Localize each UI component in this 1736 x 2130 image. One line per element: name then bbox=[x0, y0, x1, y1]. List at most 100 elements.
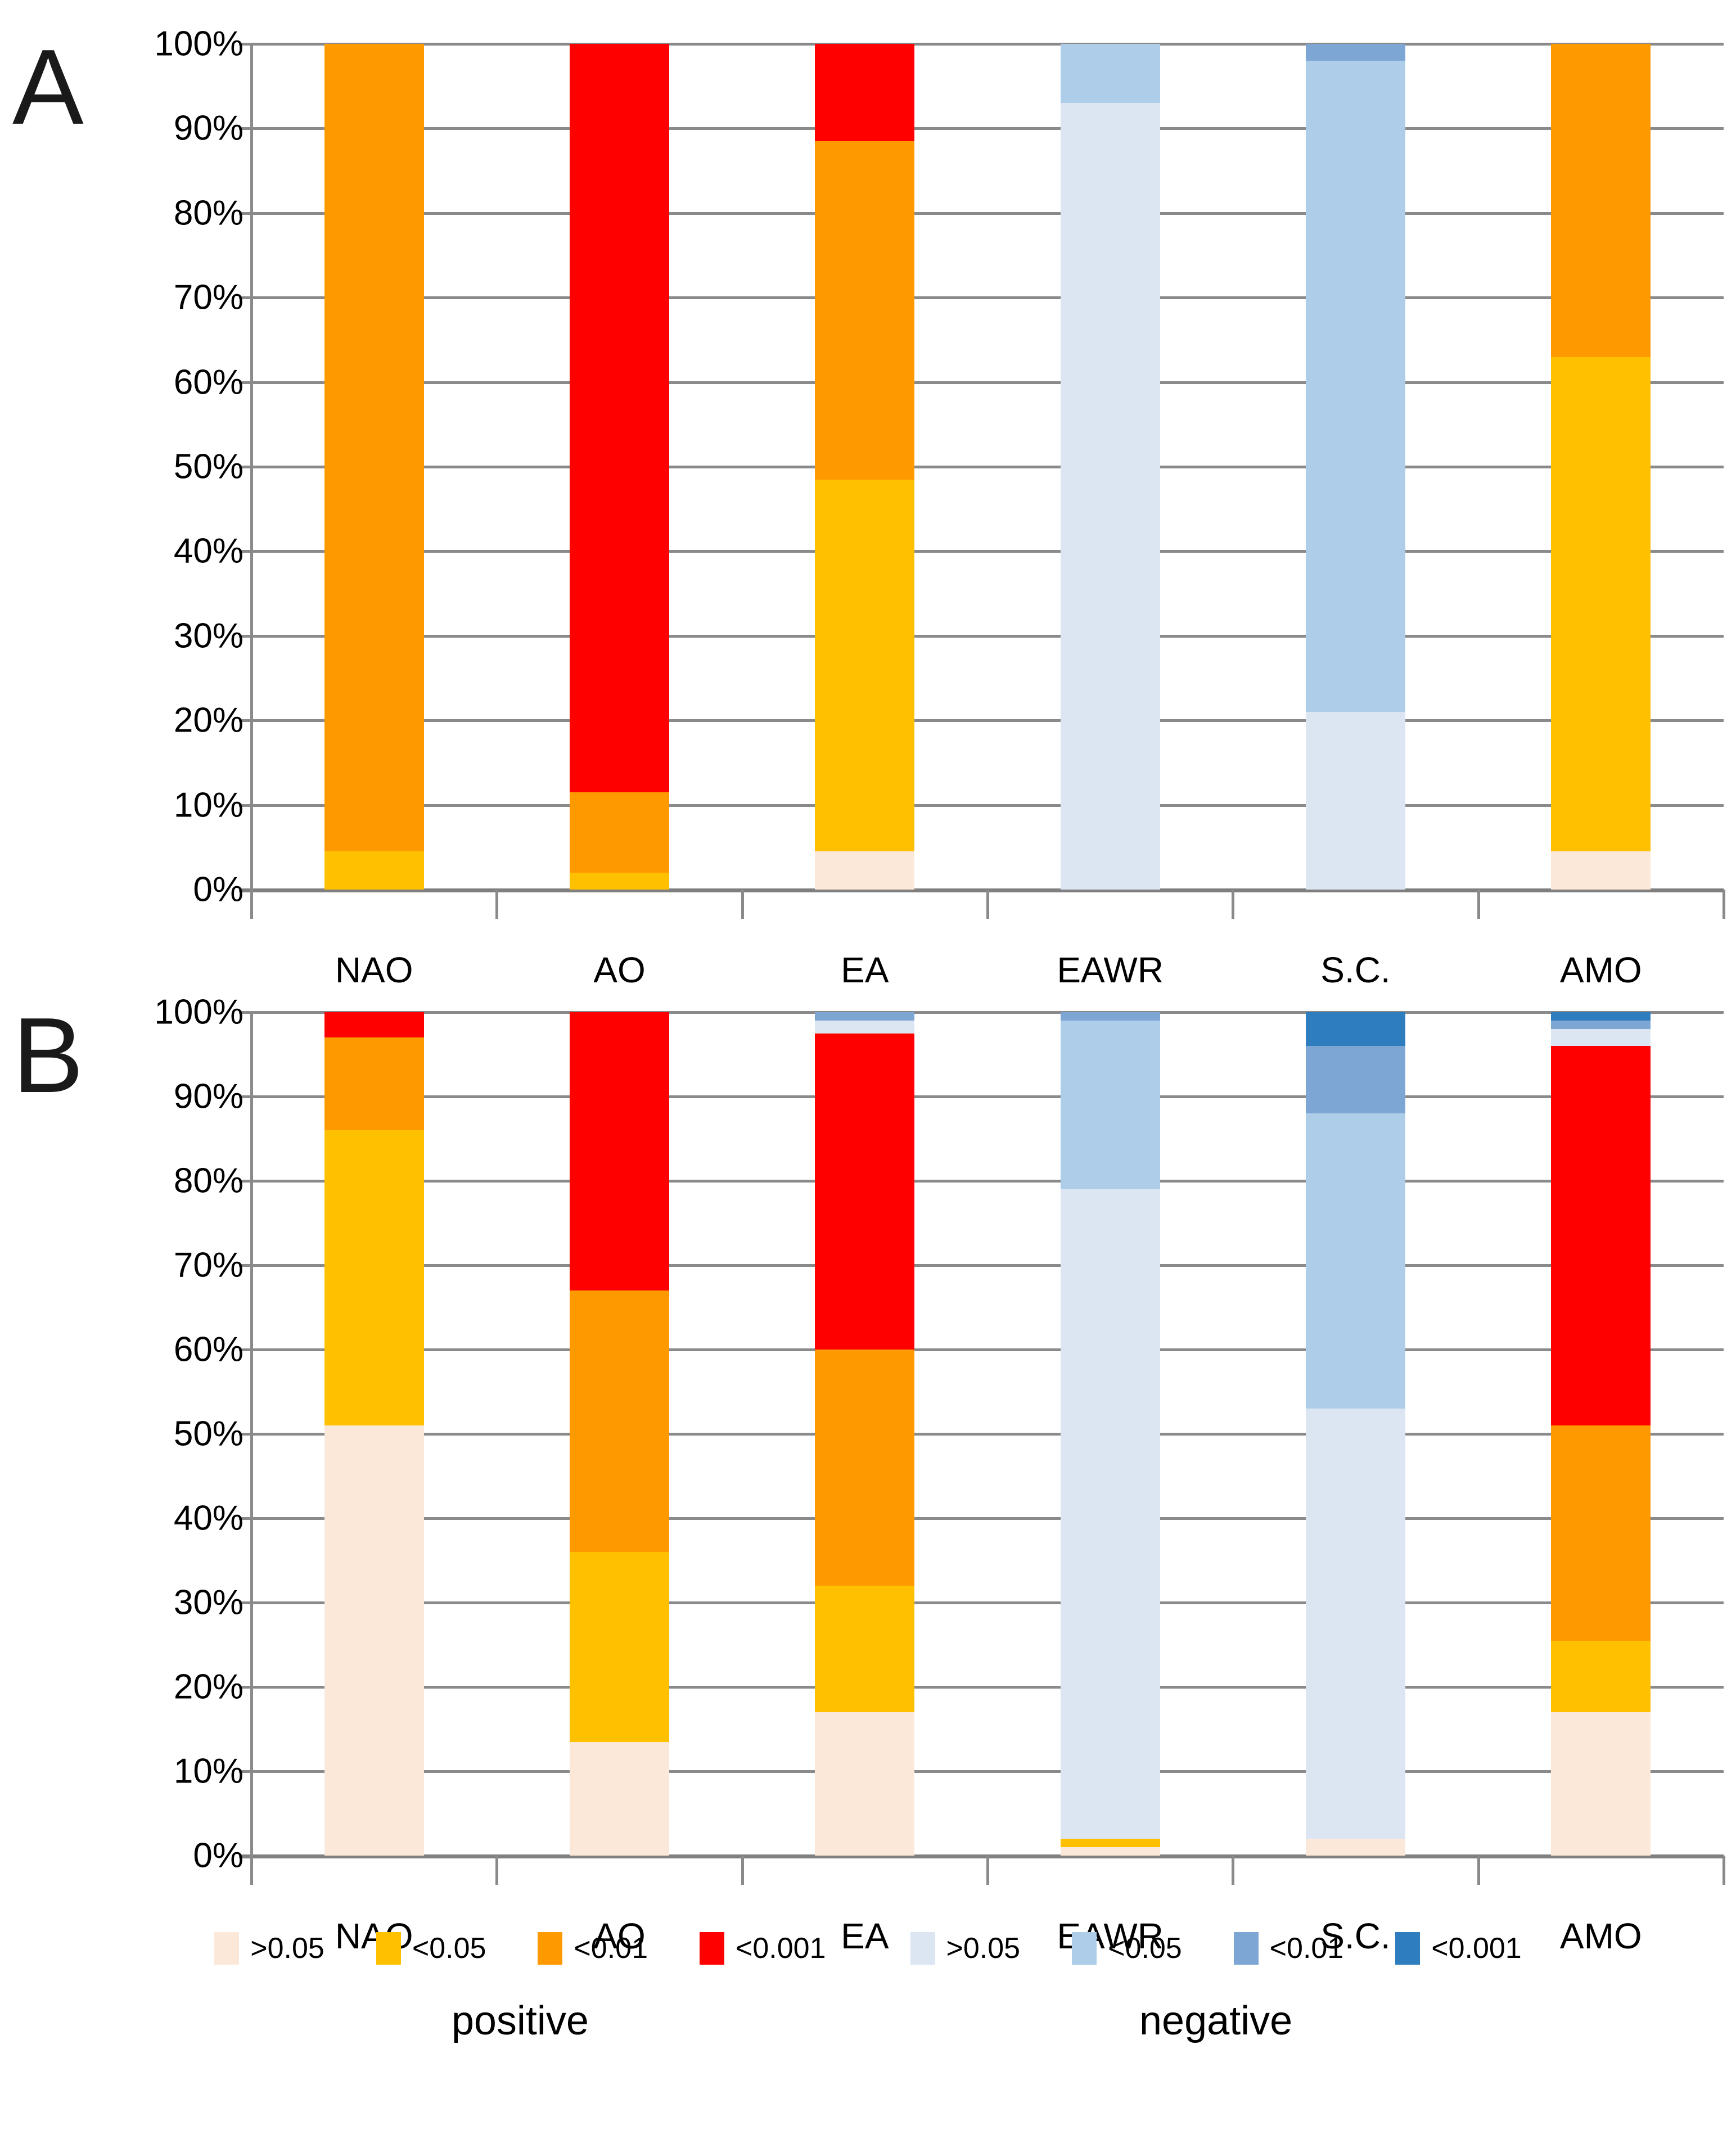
category-slot bbox=[497, 44, 742, 890]
bars bbox=[251, 44, 1724, 890]
x-axis-label: EAWR bbox=[1057, 950, 1164, 990]
x-axis-label: S.C. bbox=[1320, 1916, 1391, 1956]
legend-label: <0.05 bbox=[412, 1932, 486, 1965]
legend-label: <0.001 bbox=[1431, 1932, 1522, 1965]
panel-a: A 0% 10% 20% 30% 40% 50% 60% 70% 80% 90% 100% NAO A… bbox=[0, 25, 1736, 1000]
bar-segment bbox=[1060, 1189, 1160, 1839]
y-axis-tick-label: 80% bbox=[173, 193, 244, 233]
bar-segment bbox=[570, 1290, 669, 1552]
bars bbox=[251, 1012, 1724, 1856]
legend-label: >0.05 bbox=[946, 1932, 1021, 1965]
legend-item: <0.001 bbox=[1395, 1932, 1522, 1965]
bar-segment bbox=[1551, 1046, 1651, 1425]
y-axis-tick-label: 100% bbox=[154, 992, 244, 1032]
y-axis-tick-label: 90% bbox=[173, 109, 244, 148]
panel-b: B 0% 10% 20% 30% 40% 50% 60% 70% 80% 90% 100% NAO A… bbox=[0, 993, 1736, 1968]
gridline bbox=[239, 211, 1724, 215]
x-axis-tick bbox=[741, 890, 744, 919]
x-axis-line bbox=[239, 888, 1724, 892]
y-axis-tick-label: 70% bbox=[173, 278, 244, 317]
legend-label: <0.01 bbox=[1269, 1932, 1344, 1965]
category-slot bbox=[1478, 44, 1724, 890]
bar-segment bbox=[1060, 44, 1160, 103]
bar-segment bbox=[570, 872, 669, 890]
category-slot bbox=[988, 1012, 1233, 1856]
legend-item: <0.05 bbox=[376, 1932, 486, 1965]
y-axis-tick-label: 0% bbox=[193, 1836, 244, 1875]
legend-group-negative-label: negative bbox=[1139, 1998, 1293, 2043]
bar-segment bbox=[324, 851, 424, 890]
y-axis-tick-label: 0% bbox=[193, 870, 244, 909]
y-axis-tick-label: 90% bbox=[173, 1077, 244, 1116]
legend-label: <0.05 bbox=[1108, 1932, 1182, 1965]
bar-segment bbox=[815, 1021, 915, 1034]
bar-segment bbox=[815, 479, 915, 852]
bar-segment bbox=[1306, 61, 1405, 712]
x-axis-label: AO bbox=[593, 1916, 646, 1956]
bar-segment bbox=[815, 1350, 915, 1586]
gridline bbox=[239, 1601, 1724, 1604]
legend-group-positive-label: positive bbox=[451, 1998, 589, 2043]
legend-swatch bbox=[910, 1932, 935, 1965]
bar-segment bbox=[1306, 1113, 1405, 1409]
legend-label: <0.001 bbox=[736, 1932, 826, 1965]
y-axis-line bbox=[250, 1012, 253, 1885]
gridline bbox=[239, 1517, 1724, 1520]
x-axis-label: NAO bbox=[335, 950, 413, 990]
bar-segment bbox=[1551, 1021, 1651, 1029]
gridline bbox=[239, 1686, 1724, 1689]
x-axis-tick bbox=[1477, 1856, 1480, 1885]
bar-segment bbox=[1551, 851, 1651, 890]
x-axis-tick bbox=[1477, 890, 1480, 919]
y-axis-tick-label: 30% bbox=[173, 1583, 244, 1622]
bar-segment bbox=[570, 1012, 669, 1290]
bar-segment bbox=[324, 1037, 424, 1130]
bar-sc bbox=[1306, 1012, 1405, 1856]
category-slot bbox=[251, 44, 497, 890]
legend: >0.05 <0.05 <0.01 <0.001 positive >0.05 <0.05 <… bbox=[0, 1932, 1736, 2044]
gridline bbox=[239, 1180, 1724, 1183]
gridline bbox=[239, 466, 1724, 468]
bar-segment bbox=[324, 1425, 424, 1856]
x-axis-label: AMO bbox=[1559, 950, 1642, 990]
legend-swatch bbox=[1233, 1932, 1259, 1965]
y-axis-tick-label: 60% bbox=[173, 1330, 244, 1369]
category-slot bbox=[988, 44, 1233, 890]
y-axis-line bbox=[250, 44, 253, 919]
bar-segment bbox=[815, 1033, 915, 1350]
bar-ao bbox=[570, 44, 669, 890]
legend-swatch bbox=[214, 1932, 240, 1965]
gridline bbox=[239, 1095, 1724, 1098]
legend-swatch bbox=[538, 1932, 563, 1965]
legend-group-negative: >0.05 <0.05 <0.01 <0.001 negative bbox=[910, 1932, 1522, 2044]
bar-segment bbox=[1060, 1839, 1160, 1847]
legend-label: <0.01 bbox=[574, 1932, 648, 1965]
gridline bbox=[239, 127, 1724, 130]
bar-segment bbox=[1306, 1012, 1405, 1046]
legend-label: >0.05 bbox=[250, 1932, 324, 1965]
bar-segment bbox=[1551, 356, 1651, 852]
category-slot bbox=[1233, 1012, 1478, 1856]
x-axis-tick bbox=[1723, 890, 1725, 919]
gridline bbox=[239, 634, 1724, 638]
bar-nao bbox=[324, 44, 424, 890]
bar-segment bbox=[570, 1741, 669, 1856]
category-slot bbox=[497, 1012, 742, 1856]
bar-segment bbox=[570, 44, 669, 793]
panel-a-x-axis-labels: NAO AO EA EAWR S.C. AMO bbox=[251, 949, 1724, 991]
category-slot bbox=[1478, 1012, 1724, 1856]
gridline bbox=[239, 1433, 1724, 1436]
bar-ea bbox=[815, 1012, 915, 1856]
panel-a-plot-area: 0% 10% 20% 30% 40% 50% 60% 70% 80% 90% 100% bbox=[154, 25, 1725, 919]
bar-segment bbox=[815, 851, 915, 890]
bar-segment bbox=[570, 792, 669, 873]
bar-segment bbox=[815, 1586, 915, 1712]
y-axis-tick-label: 80% bbox=[173, 1161, 244, 1201]
category-slot bbox=[251, 1012, 497, 1856]
x-axis-tick bbox=[1232, 1856, 1235, 1885]
bar-segment bbox=[1060, 1021, 1160, 1189]
y-axis-tick-label: 40% bbox=[173, 531, 244, 571]
x-axis-tick bbox=[741, 1856, 744, 1885]
legend-swatch bbox=[1072, 1932, 1097, 1965]
bar-segment bbox=[1551, 44, 1651, 357]
